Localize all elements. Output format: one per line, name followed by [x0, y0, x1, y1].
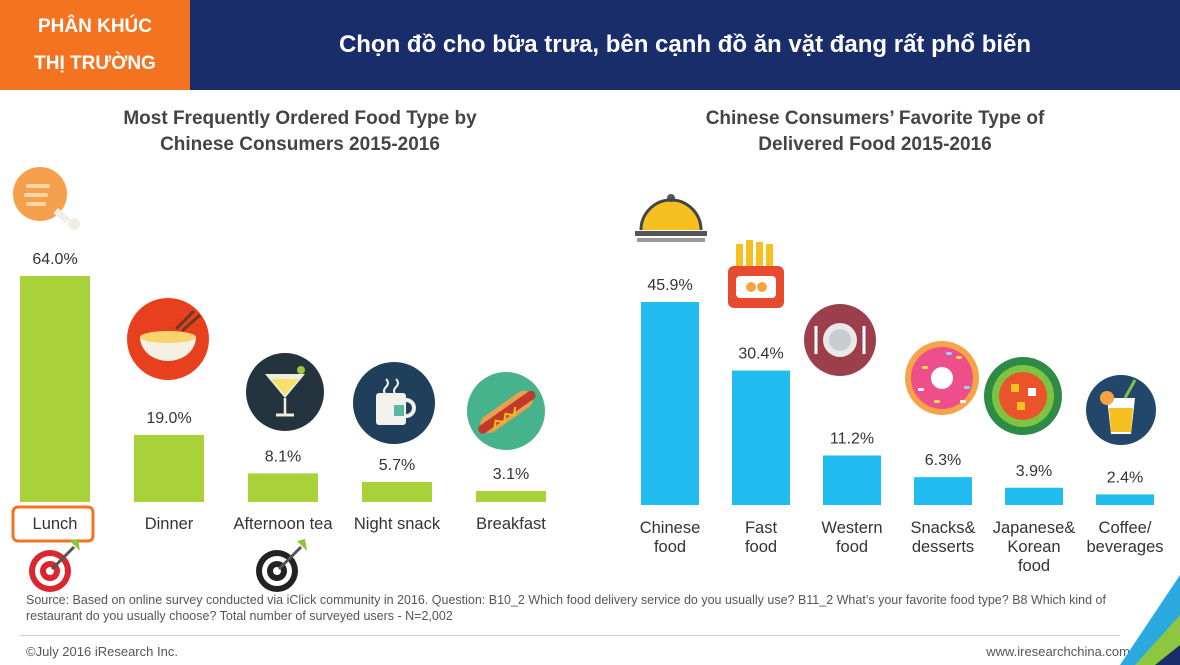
right-value-label: 3.9% — [1016, 463, 1052, 480]
right-bar-3 — [914, 477, 972, 505]
fries-icon — [728, 240, 784, 308]
page-title: Chọn đồ cho bữa trưa, bên cạnh đồ ăn vặt… — [338, 31, 1032, 58]
header-bar: PHÂN KHÚC THỊ TRƯỜNG Chọn đồ cho bữa trư… — [0, 0, 1180, 90]
right-category-label: Korean — [1007, 538, 1060, 556]
left-chart-title-line2: Chinese Consumers 2015-2016 — [160, 134, 440, 155]
left-category-label: Dinner — [145, 515, 194, 533]
right-chart-title: Chinese Consumers’ Favorite Type of Deli… — [630, 106, 1120, 158]
right-bar-4 — [1005, 487, 1063, 505]
right-category-label: Japanese& — [993, 519, 1076, 537]
left-value-label: 3.1% — [493, 466, 529, 483]
left-value-label: 5.7% — [379, 457, 415, 474]
left-category-label: Breakfast — [476, 515, 546, 533]
right-value-label: 30.4% — [738, 346, 783, 363]
left-category-label: Night snack — [354, 515, 441, 533]
right-chart-title-line1: Chinese Consumers’ Favorite Type of — [705, 108, 1045, 129]
section-tag-line1: PHÂN KHÚC — [38, 16, 152, 37]
left-value-label: 19.0% — [146, 410, 191, 427]
right-category-label: Western — [821, 519, 882, 537]
lunch-highlight-box — [11, 505, 95, 543]
corner-decoration — [1120, 575, 1180, 665]
left-bar-3 — [362, 481, 432, 502]
left-chart-title: Most Frequently Ordered Food Type by Chi… — [60, 106, 540, 158]
right-category-label: food — [1018, 557, 1050, 575]
noodle-bowl-icon — [127, 298, 209, 380]
section-tag: PHÂN KHÚC THỊ TRƯỜNG — [0, 0, 190, 90]
source-note: Source: Based on online survey conducted… — [26, 593, 1106, 623]
plate-icon — [804, 304, 876, 376]
food-cloche-icon — [635, 194, 707, 242]
left-bar-1 — [134, 434, 204, 502]
right-category-label: beverages — [1086, 538, 1163, 556]
right-category-label: Coffee/ — [1099, 519, 1152, 537]
tea-mug-icon — [353, 362, 435, 444]
right-category-label: food — [654, 538, 686, 556]
left-category-label: Afternoon tea — [233, 515, 333, 533]
cocktail-icon — [246, 353, 324, 431]
footer-divider — [20, 635, 1120, 636]
right-category-label: Chinese — [640, 519, 701, 537]
right-value-label: 2.4% — [1107, 469, 1143, 486]
right-bar-5 — [1096, 494, 1154, 505]
copyright-text: ©July 2016 iResearch Inc. — [26, 644, 178, 659]
left-chart-title-line1: Most Frequently Ordered Food Type by — [123, 108, 477, 129]
right-category-label: Snacks& — [910, 519, 975, 537]
right-bar-1 — [732, 370, 790, 505]
right-category-label: food — [745, 538, 777, 556]
left-bar-2 — [248, 473, 318, 502]
chicken-leg-icon — [13, 167, 80, 230]
right-category-label: Fast — [745, 519, 778, 537]
hotpot-icon — [984, 357, 1062, 435]
left-bar-0 — [20, 276, 90, 502]
left-value-label: 8.1% — [265, 448, 301, 465]
hotdog-icon — [467, 372, 545, 450]
afternoon-tea-target-icon — [256, 539, 307, 592]
lunch-target-icon — [29, 539, 80, 592]
website-link[interactable]: www.iresearchchina.com — [986, 644, 1130, 659]
right-chart-title-line2: Delivered Food 2015-2016 — [758, 134, 992, 155]
right-category-label: food — [836, 538, 868, 556]
right-category-label: desserts — [912, 538, 974, 556]
left-value-label: 64.0% — [32, 251, 77, 268]
juice-icon — [1086, 375, 1156, 445]
right-bar-2 — [823, 455, 881, 505]
left-category-label: Lunch — [33, 515, 78, 533]
right-value-label: 45.9% — [647, 277, 692, 294]
right-value-label: 11.2% — [830, 430, 874, 447]
left-bar-4 — [476, 491, 546, 502]
donut-icon — [905, 341, 979, 415]
right-bar-0 — [641, 302, 699, 505]
section-tag-line2: THỊ TRƯỜNG — [34, 53, 156, 74]
right-value-label: 6.3% — [925, 452, 961, 469]
